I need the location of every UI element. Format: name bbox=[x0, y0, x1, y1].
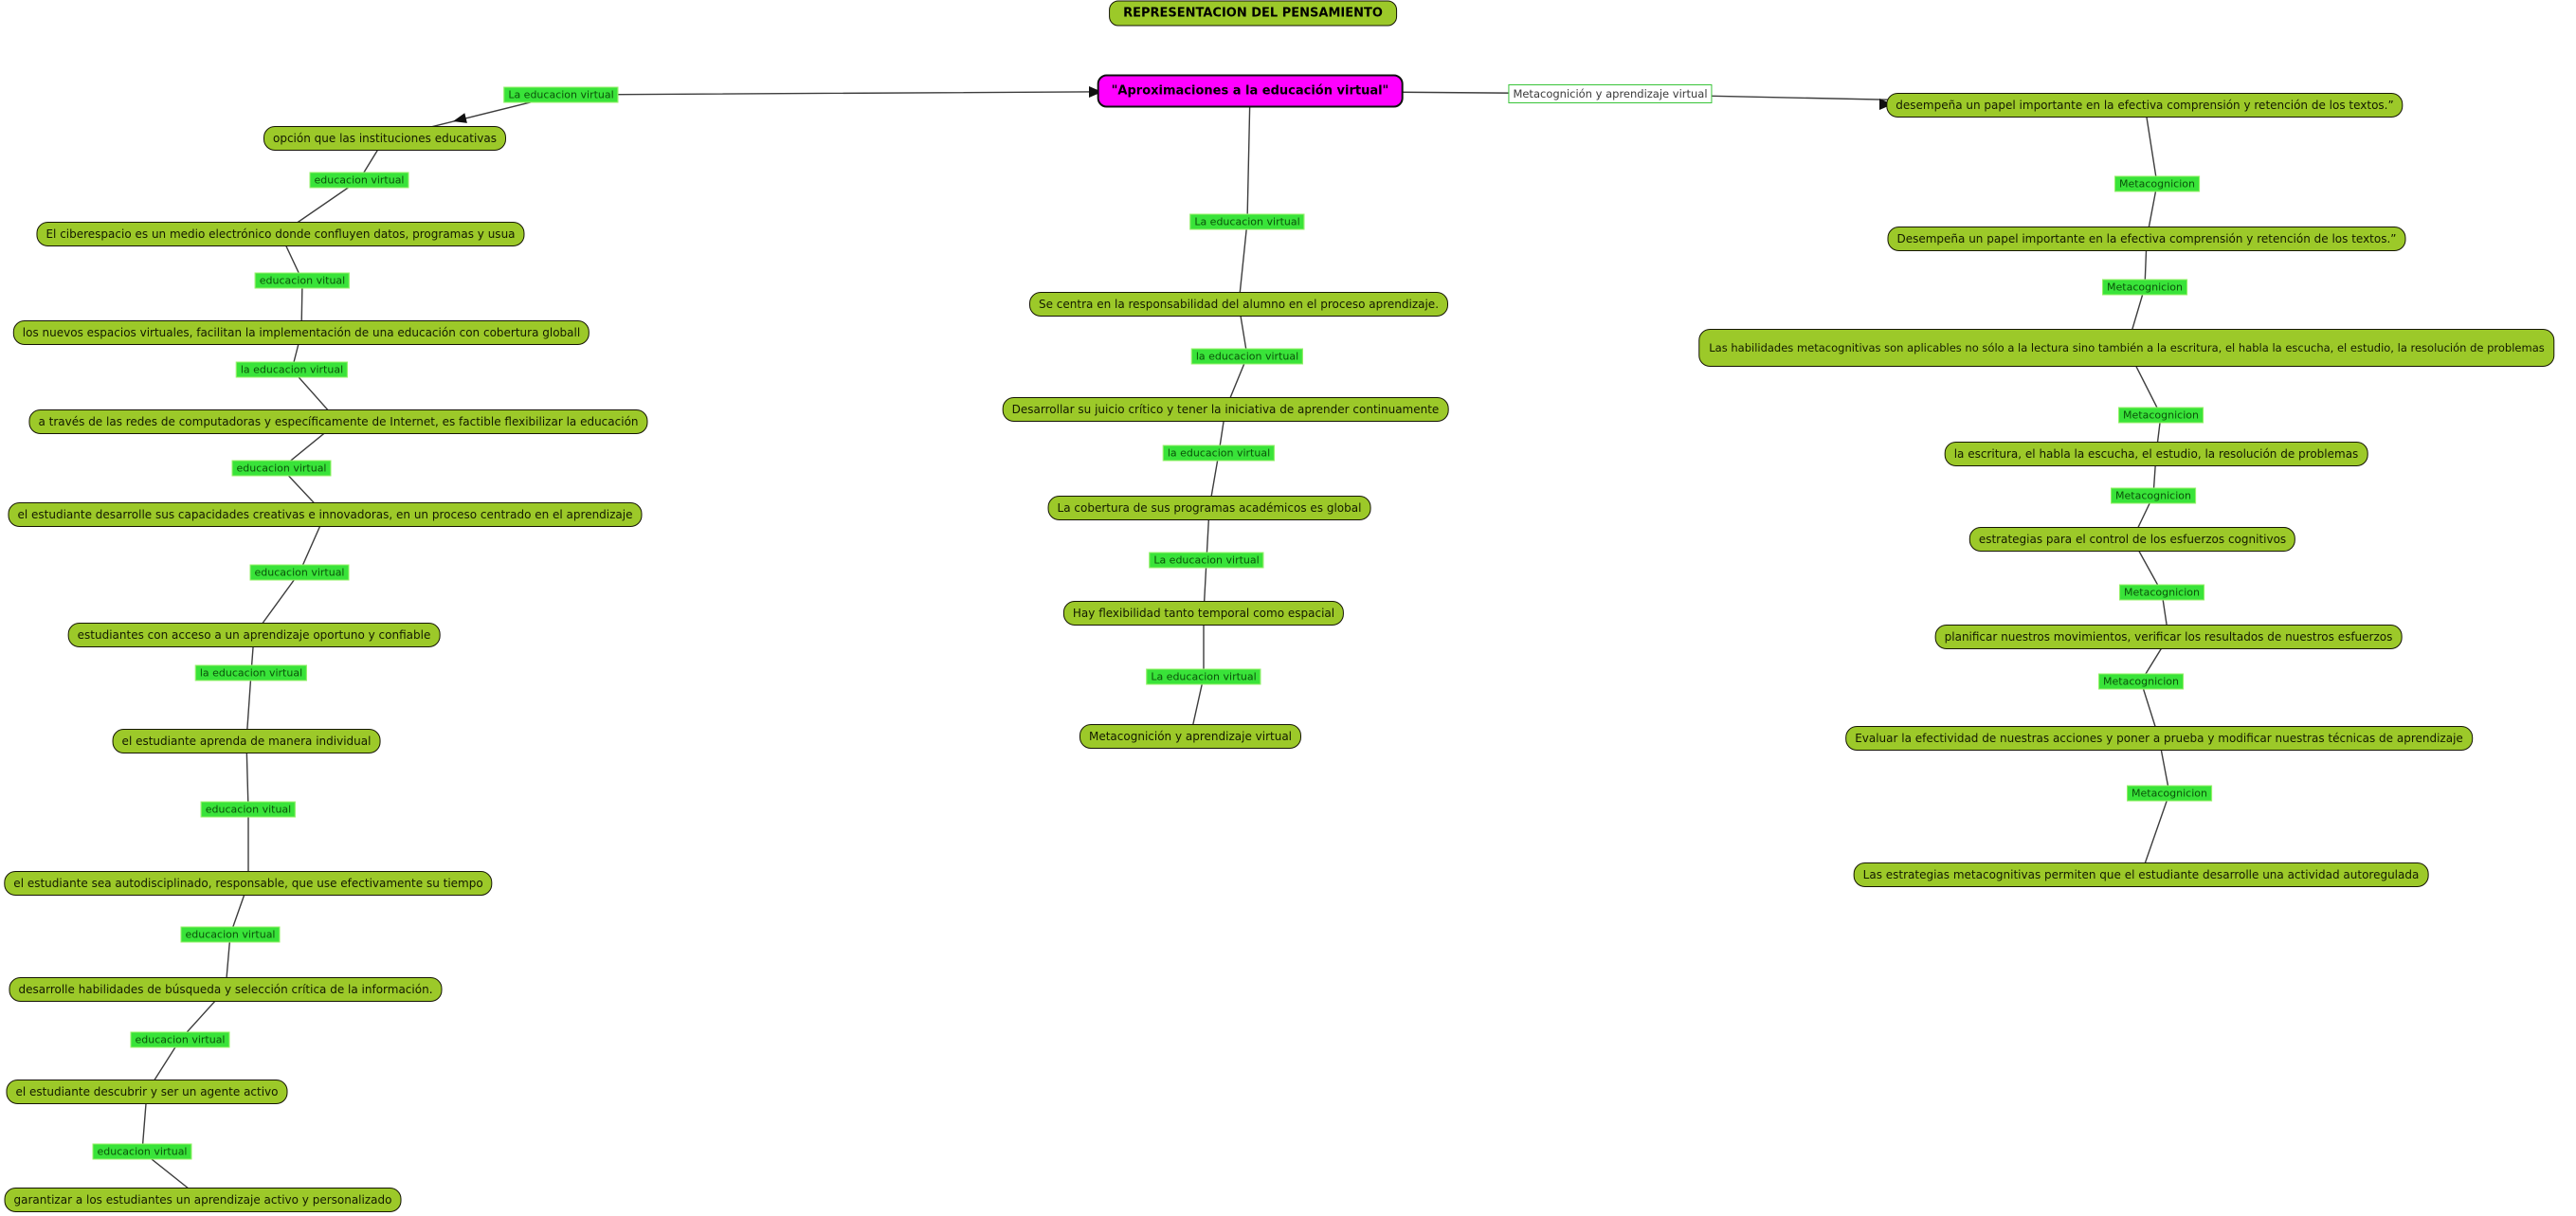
left-concept-6[interactable]: estudiantes con acceso a un aprendizaje … bbox=[67, 623, 441, 647]
middle-concept-2[interactable]: Desarrollar su juicio crítico y tener la… bbox=[1002, 397, 1449, 422]
middle-link-4[interactable]: La educacion virtual bbox=[1146, 668, 1261, 685]
left-link-3[interactable]: la educacion virtual bbox=[235, 361, 349, 378]
left-link-7[interactable]: educacion vitual bbox=[200, 801, 297, 818]
right-concept-1[interactable]: desempeña un papel importante en la efec… bbox=[1886, 93, 2404, 118]
middle-link-1[interactable]: la educacion virtual bbox=[1190, 348, 1304, 365]
arrowhead-into-left-chain bbox=[453, 113, 467, 123]
middle-link-2[interactable]: la educacion virtual bbox=[1162, 445, 1276, 462]
right-concept-6[interactable]: planificar nuestros movimientos, verific… bbox=[1934, 625, 2403, 649]
map-title-node[interactable]: REPRESENTACION DEL PENSAMIENTO bbox=[1109, 0, 1397, 27]
right-link-4[interactable]: Metacognicion bbox=[2111, 487, 2196, 504]
left-concept-1[interactable]: opción que las instituciones educativas bbox=[263, 126, 506, 151]
right-concept-4[interactable]: la escritura, el habla la escucha, el es… bbox=[1944, 442, 2368, 466]
left-link-1[interactable]: educacion virtual bbox=[309, 172, 409, 189]
left-concept-7[interactable]: el estudiante aprenda de manera individu… bbox=[112, 729, 381, 753]
right-link-6[interactable]: Metacognicion bbox=[2098, 673, 2184, 690]
left-concept-10[interactable]: el estudiante descubrir y ser un agente … bbox=[6, 1080, 288, 1104]
left-link-4[interactable]: educacion virtual bbox=[231, 460, 332, 477]
left-concept-8[interactable]: el estudiante sea autodisciplinado, resp… bbox=[4, 871, 493, 896]
left-link-0[interactable]: La educacion virtual bbox=[503, 86, 619, 103]
middle-concept-1[interactable]: Se centra en la responsabilidad del alum… bbox=[1028, 292, 1449, 317]
right-concept-5[interactable]: estrategias para el control de los esfue… bbox=[1968, 527, 2296, 552]
focus-question-node[interactable]: "Aproximaciones a la educación virtual" bbox=[1097, 74, 1404, 108]
left-link-5[interactable]: educacion virtual bbox=[249, 564, 350, 581]
right-link-5[interactable]: Metacognicion bbox=[2119, 584, 2204, 601]
left-concept-4[interactable]: a través de las redes de computadoras y … bbox=[28, 409, 648, 434]
middle-concept-5[interactable]: Metacognición y aprendizaje virtual bbox=[1079, 724, 1302, 749]
arrowhead-into-focus bbox=[1089, 86, 1102, 98]
right-concept-2[interactable]: Desempeña un papel importante en la efec… bbox=[1887, 227, 2406, 251]
left-link-9[interactable]: educacion virtual bbox=[130, 1031, 230, 1048]
left-concept-2[interactable]: El ciberespacio es un medio electrónico … bbox=[36, 222, 525, 246]
right-link-root[interactable]: Metacognición y aprendizaje virtual bbox=[1508, 84, 1713, 103]
right-concept-7[interactable]: Evaluar la efectividad de nuestras accio… bbox=[1845, 726, 2473, 751]
right-link-2[interactable]: Metacognicion bbox=[2102, 279, 2187, 296]
left-link-10[interactable]: educacion virtual bbox=[92, 1143, 192, 1160]
middle-link-0[interactable]: La educacion virtual bbox=[1189, 213, 1305, 230]
right-concept-3[interactable]: Las habilidades metacognitivas son aplic… bbox=[1698, 329, 2555, 367]
arrowhead-into-right-chain bbox=[1879, 99, 1893, 110]
left-concept-9[interactable]: desarrolle habilidades de búsqueda y sel… bbox=[9, 977, 443, 1002]
left-concept-3[interactable]: los nuevos espacios virtuales, facilitan… bbox=[12, 320, 590, 345]
right-concept-8[interactable]: Las estrategias metacognitivas permiten … bbox=[1853, 862, 2429, 887]
middle-link-3[interactable]: La educacion virtual bbox=[1149, 552, 1264, 569]
left-link-6[interactable]: la educacion virtual bbox=[194, 664, 308, 681]
left-concept-5[interactable]: el estudiante desarrolle sus capacidades… bbox=[8, 502, 643, 527]
right-link-3[interactable]: Metacognicion bbox=[2118, 407, 2204, 424]
right-link-7[interactable]: Metacognicion bbox=[2127, 785, 2212, 802]
middle-concept-4[interactable]: Hay flexibilidad tanto temporal como esp… bbox=[1062, 601, 1345, 626]
left-link-8[interactable]: educacion virtual bbox=[180, 926, 281, 943]
left-concept-11[interactable]: garantizar a los estudiantes un aprendiz… bbox=[4, 1188, 402, 1212]
middle-concept-3[interactable]: La cobertura de sus programas académicos… bbox=[1047, 496, 1371, 520]
left-link-2[interactable]: educacion vitual bbox=[254, 272, 351, 289]
right-link-1[interactable]: Metacognicion bbox=[2114, 175, 2200, 192]
